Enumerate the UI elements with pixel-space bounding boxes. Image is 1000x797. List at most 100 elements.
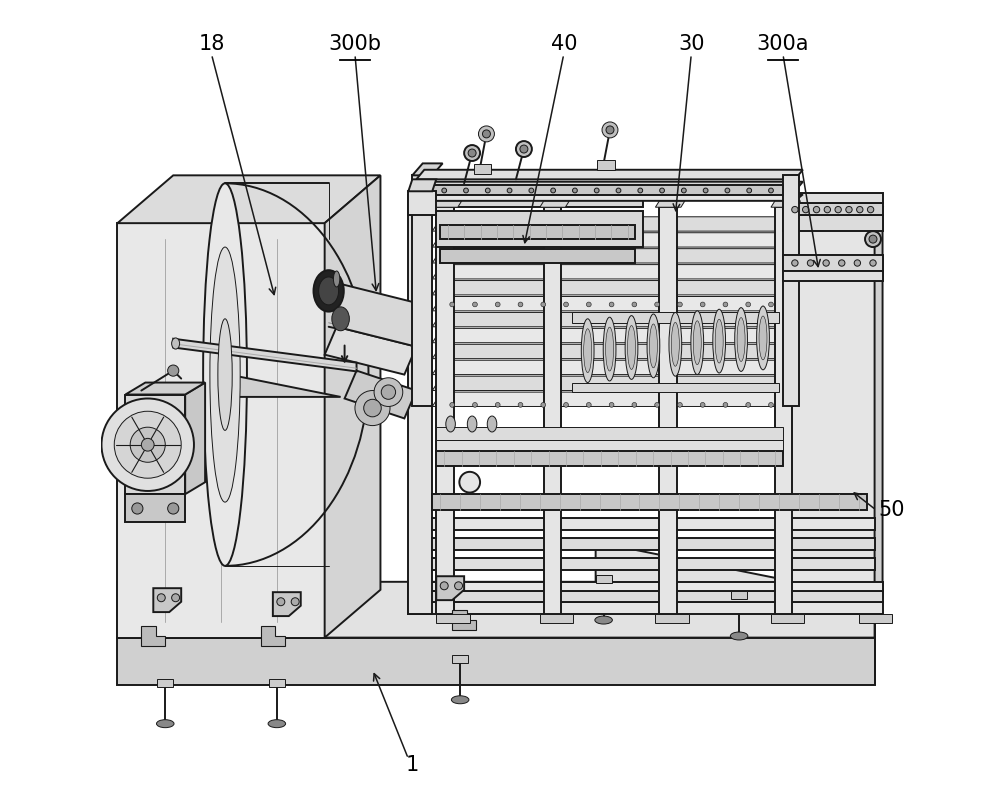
Bar xyxy=(596,575,612,583)
Ellipse shape xyxy=(737,317,745,362)
Circle shape xyxy=(678,402,682,407)
Circle shape xyxy=(769,302,773,307)
Circle shape xyxy=(792,206,798,213)
Polygon shape xyxy=(436,427,783,440)
Polygon shape xyxy=(432,249,789,263)
Circle shape xyxy=(495,402,500,407)
Bar xyxy=(597,160,615,170)
Polygon shape xyxy=(783,255,883,271)
Polygon shape xyxy=(432,296,789,311)
Circle shape xyxy=(746,302,751,307)
Polygon shape xyxy=(544,207,561,614)
Ellipse shape xyxy=(314,270,344,312)
Bar xyxy=(269,679,285,687)
Ellipse shape xyxy=(603,317,616,381)
Ellipse shape xyxy=(595,616,612,624)
Circle shape xyxy=(638,188,643,193)
Polygon shape xyxy=(416,170,803,179)
Polygon shape xyxy=(432,494,867,510)
Ellipse shape xyxy=(606,327,614,371)
Ellipse shape xyxy=(333,271,340,287)
Polygon shape xyxy=(185,383,205,494)
Ellipse shape xyxy=(203,183,247,566)
Circle shape xyxy=(157,594,165,602)
Circle shape xyxy=(374,378,403,406)
Polygon shape xyxy=(408,195,643,207)
Bar xyxy=(474,164,491,174)
Circle shape xyxy=(450,402,455,407)
Circle shape xyxy=(381,385,396,399)
Polygon shape xyxy=(436,207,454,614)
Circle shape xyxy=(835,206,841,213)
Text: 300b: 300b xyxy=(328,33,381,54)
Polygon shape xyxy=(117,542,875,638)
Text: 1: 1 xyxy=(406,755,419,775)
Polygon shape xyxy=(412,175,432,406)
Polygon shape xyxy=(432,328,789,343)
Ellipse shape xyxy=(487,416,497,432)
Ellipse shape xyxy=(647,314,660,378)
Circle shape xyxy=(459,472,480,493)
Circle shape xyxy=(541,402,546,407)
Circle shape xyxy=(678,302,682,307)
Circle shape xyxy=(450,302,455,307)
Polygon shape xyxy=(225,183,329,566)
Ellipse shape xyxy=(451,696,469,704)
Circle shape xyxy=(870,260,876,266)
Ellipse shape xyxy=(735,308,747,371)
Polygon shape xyxy=(436,440,783,453)
Ellipse shape xyxy=(156,720,174,728)
Bar xyxy=(157,679,173,687)
Polygon shape xyxy=(771,614,804,623)
Ellipse shape xyxy=(649,324,657,368)
Polygon shape xyxy=(416,182,803,191)
Polygon shape xyxy=(783,271,883,281)
Circle shape xyxy=(769,402,773,407)
Polygon shape xyxy=(436,614,470,623)
Bar xyxy=(452,655,468,663)
Polygon shape xyxy=(436,211,643,247)
Circle shape xyxy=(102,398,194,491)
Ellipse shape xyxy=(693,320,701,365)
Polygon shape xyxy=(432,201,462,207)
Circle shape xyxy=(564,302,568,307)
Circle shape xyxy=(114,411,181,478)
Polygon shape xyxy=(408,602,883,614)
Bar xyxy=(731,591,747,599)
Ellipse shape xyxy=(210,247,240,502)
Polygon shape xyxy=(125,494,185,522)
Polygon shape xyxy=(432,518,875,530)
Ellipse shape xyxy=(671,322,679,367)
Polygon shape xyxy=(783,223,875,614)
Circle shape xyxy=(725,188,730,193)
Circle shape xyxy=(681,188,686,193)
Circle shape xyxy=(747,188,752,193)
Polygon shape xyxy=(432,538,875,550)
Ellipse shape xyxy=(467,416,477,432)
Text: 18: 18 xyxy=(198,33,225,54)
Polygon shape xyxy=(783,203,883,215)
Circle shape xyxy=(520,145,528,153)
Polygon shape xyxy=(261,626,285,646)
Polygon shape xyxy=(452,610,476,630)
Circle shape xyxy=(586,402,591,407)
Circle shape xyxy=(495,302,500,307)
Circle shape xyxy=(846,206,852,213)
Polygon shape xyxy=(416,194,803,201)
Polygon shape xyxy=(783,193,883,203)
Polygon shape xyxy=(412,163,443,175)
Ellipse shape xyxy=(581,319,594,383)
Circle shape xyxy=(464,145,480,161)
Text: 50: 50 xyxy=(879,500,905,520)
Ellipse shape xyxy=(713,309,726,373)
Circle shape xyxy=(660,188,664,193)
Ellipse shape xyxy=(319,277,339,304)
Polygon shape xyxy=(440,249,635,263)
Polygon shape xyxy=(432,360,789,375)
Text: 30: 30 xyxy=(678,33,705,54)
Circle shape xyxy=(703,188,708,193)
Circle shape xyxy=(485,188,490,193)
Polygon shape xyxy=(408,591,883,602)
Circle shape xyxy=(507,188,512,193)
Circle shape xyxy=(551,188,556,193)
